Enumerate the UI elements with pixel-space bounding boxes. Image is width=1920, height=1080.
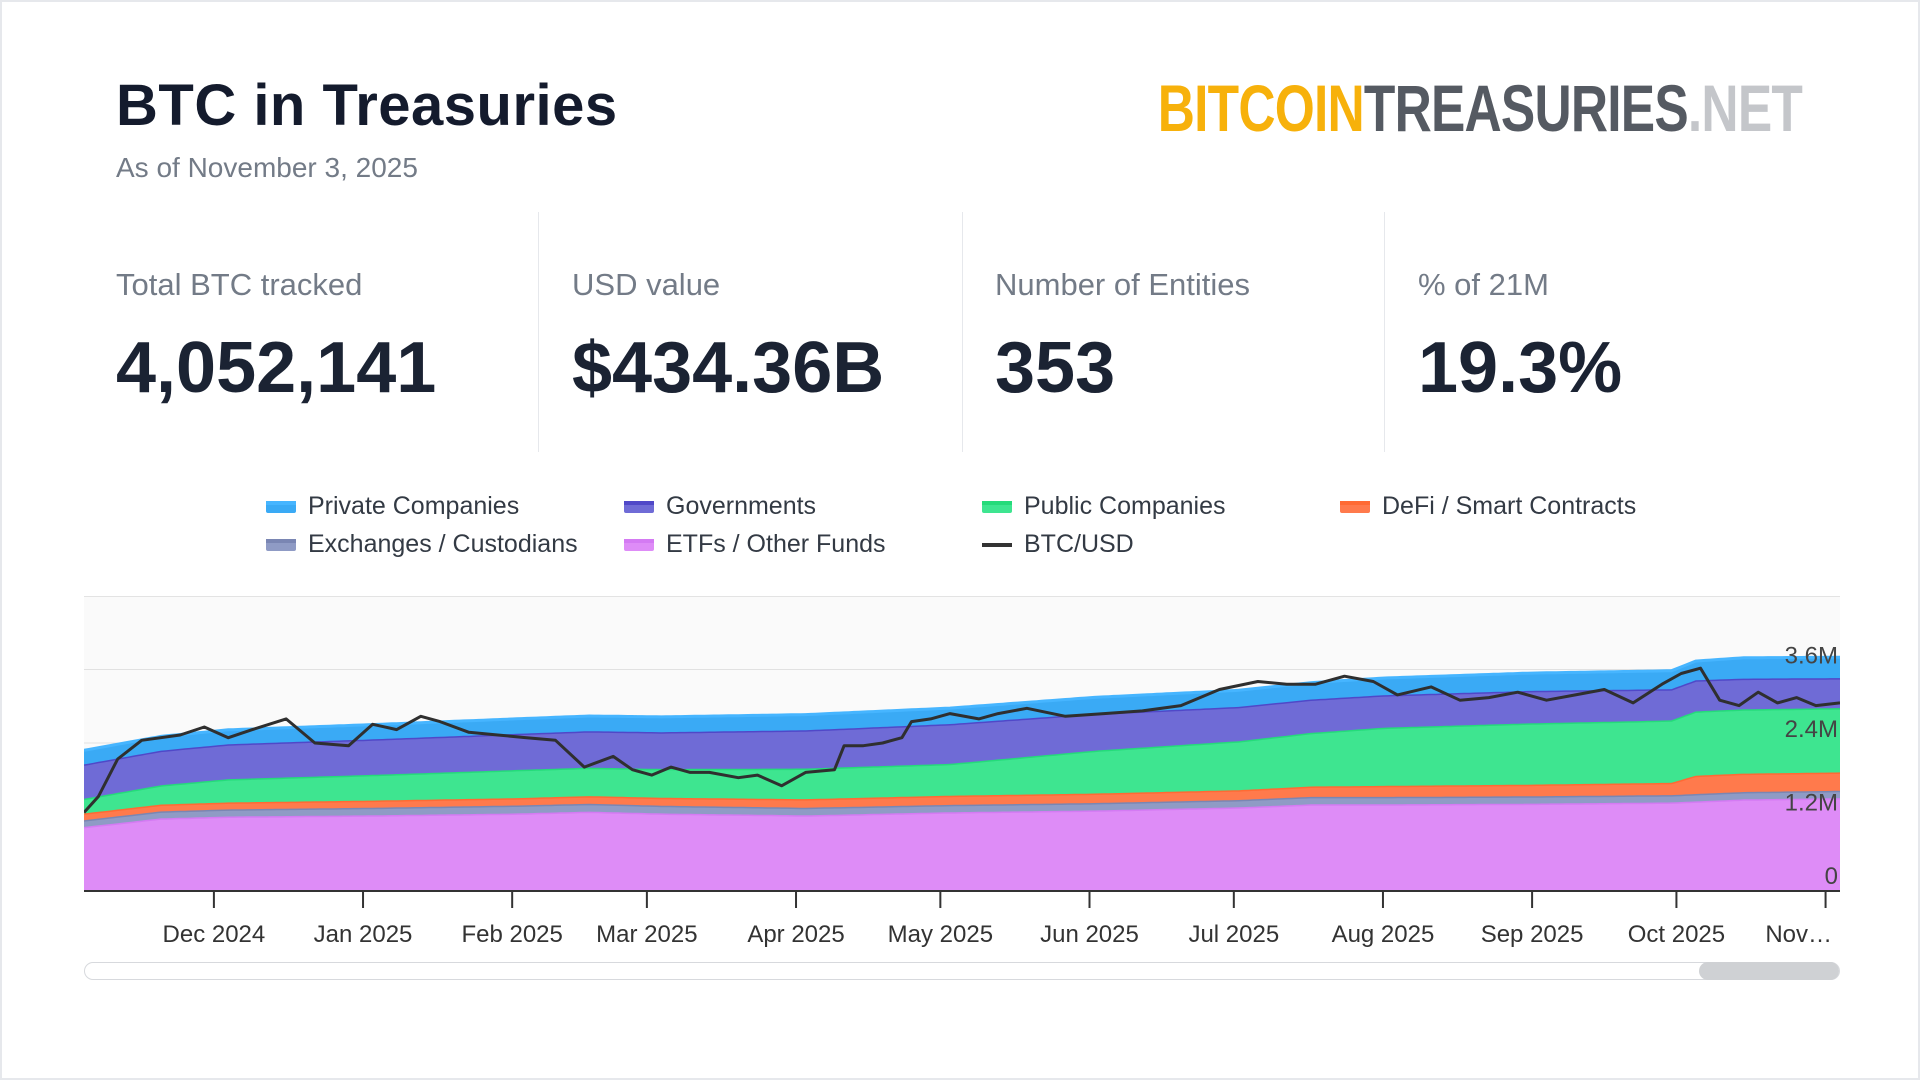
x-tick-label: Sep 2025 — [1481, 921, 1584, 948]
legend-item-governments[interactable]: Governments — [624, 492, 816, 521]
legend-item-defi-smart-contracts[interactable]: DeFi / Smart Contracts — [1340, 492, 1636, 521]
legend-item-public-companies[interactable]: Public Companies — [982, 492, 1226, 521]
y-tick-label: 1.2M — [1785, 790, 1838, 817]
stat-label: Total BTC tracked — [116, 267, 363, 302]
area-governments — [84, 678, 1840, 799]
legend-label: BTC/USD — [1024, 530, 1134, 558]
legend-swatch — [982, 500, 1012, 513]
legend-item-exchanges-custodians[interactable]: Exchanges / Custodians — [266, 530, 578, 559]
chart-area: 0 1.2M 2.4M 3.6M Dec 2024 Jan 2025 Feb 2025 Mar… — [82, 596, 1841, 996]
x-tick-label: Feb 2025 — [461, 921, 562, 948]
page-title: BTC in Treasuries — [116, 73, 618, 138]
legend-item-private-companies[interactable]: Private Companies — [266, 492, 519, 521]
x-tick-label: Jul 2025 — [1188, 921, 1279, 948]
legend-label: Public Companies — [1024, 492, 1226, 520]
scrollbar-thumb[interactable] — [1699, 962, 1839, 980]
legend-label: Governments — [666, 492, 817, 520]
x-tick-label: Nov… — [1765, 921, 1832, 948]
stat-value: $434.36B — [572, 328, 885, 408]
x-tick-label: Aug 2025 — [1332, 921, 1435, 948]
legend-item-btc-usd[interactable]: BTC/USD — [982, 530, 1134, 559]
legend-label: Private Companies — [308, 492, 520, 520]
area-edge-governments — [83, 676, 1840, 766]
legend-label: DeFi / Smart Contracts — [1382, 492, 1637, 520]
legend-item-etfs-other-funds[interactable]: ETFs / Other Funds — [624, 530, 886, 559]
area-private-companies — [84, 657, 1840, 765]
chart-scrollbar[interactable] — [84, 962, 1840, 980]
x-tick-label: Apr 2025 — [747, 921, 844, 948]
legend-line-swatch — [982, 542, 1012, 547]
as-of-date: As of November 3, 2025 — [116, 152, 418, 183]
x-tick-label: Jun 2025 — [1040, 921, 1139, 948]
stat-label: Number of Entities — [995, 267, 1250, 302]
stats-row: Total BTC tracked 4,052,141 USD value $4… — [2, 212, 1920, 452]
x-tick-label: Dec 2024 — [163, 921, 266, 948]
y-tick-label: 0 — [1825, 863, 1838, 890]
stat-value: 19.3% — [1418, 328, 1623, 408]
stat-label: USD value — [572, 267, 721, 302]
x-tick-label: Oct 2025 — [1628, 921, 1725, 948]
legend-swatch — [624, 538, 654, 551]
x-tick-label: May 2025 — [888, 921, 993, 948]
legend-label: ETFs / Other Funds — [666, 530, 886, 558]
legend-swatch — [266, 538, 296, 551]
logo-part-treasuries: TREASURIES — [1363, 71, 1689, 145]
area-edge-public-companies — [83, 706, 1840, 801]
y-tick-label: 3.6M — [1785, 643, 1838, 670]
stat-divider — [962, 212, 963, 452]
stacked-area-chart: 0 1.2M 2.4M 3.6M Dec 2024 Jan 2025 Feb 2025 Mar… — [82, 596, 1841, 948]
stat-label: % of 21M — [1418, 267, 1549, 302]
legend-swatch — [624, 500, 654, 513]
bitcointreasuries-logo[interactable]: BITCOINTREASURIES.NET — [1157, 70, 1803, 146]
stat-value: 4,052,141 — [116, 328, 437, 408]
chart-legend: Private Companies Governments Public Com… — [2, 488, 1920, 568]
area-public-companies — [84, 708, 1840, 814]
logo-part-bitcoin: BITCOIN — [1157, 71, 1365, 145]
y-tick-label: 2.4M — [1785, 716, 1838, 743]
x-tick-label: Mar 2025 — [596, 921, 697, 948]
legend-swatch — [1340, 500, 1370, 513]
logo-part-net: .NET — [1687, 71, 1803, 145]
area-etfs-other-funds — [84, 798, 1840, 890]
legend-swatch — [266, 500, 296, 513]
stat-divider — [1384, 212, 1385, 452]
area-exchanges-custodians — [84, 790, 1840, 827]
btc-usd-line — [82, 666, 1841, 814]
legend-label: Exchanges / Custodians — [308, 530, 578, 558]
stat-divider — [538, 212, 539, 452]
x-tick-label: Jan 2025 — [314, 921, 413, 948]
stat-value: 353 — [995, 328, 1116, 408]
